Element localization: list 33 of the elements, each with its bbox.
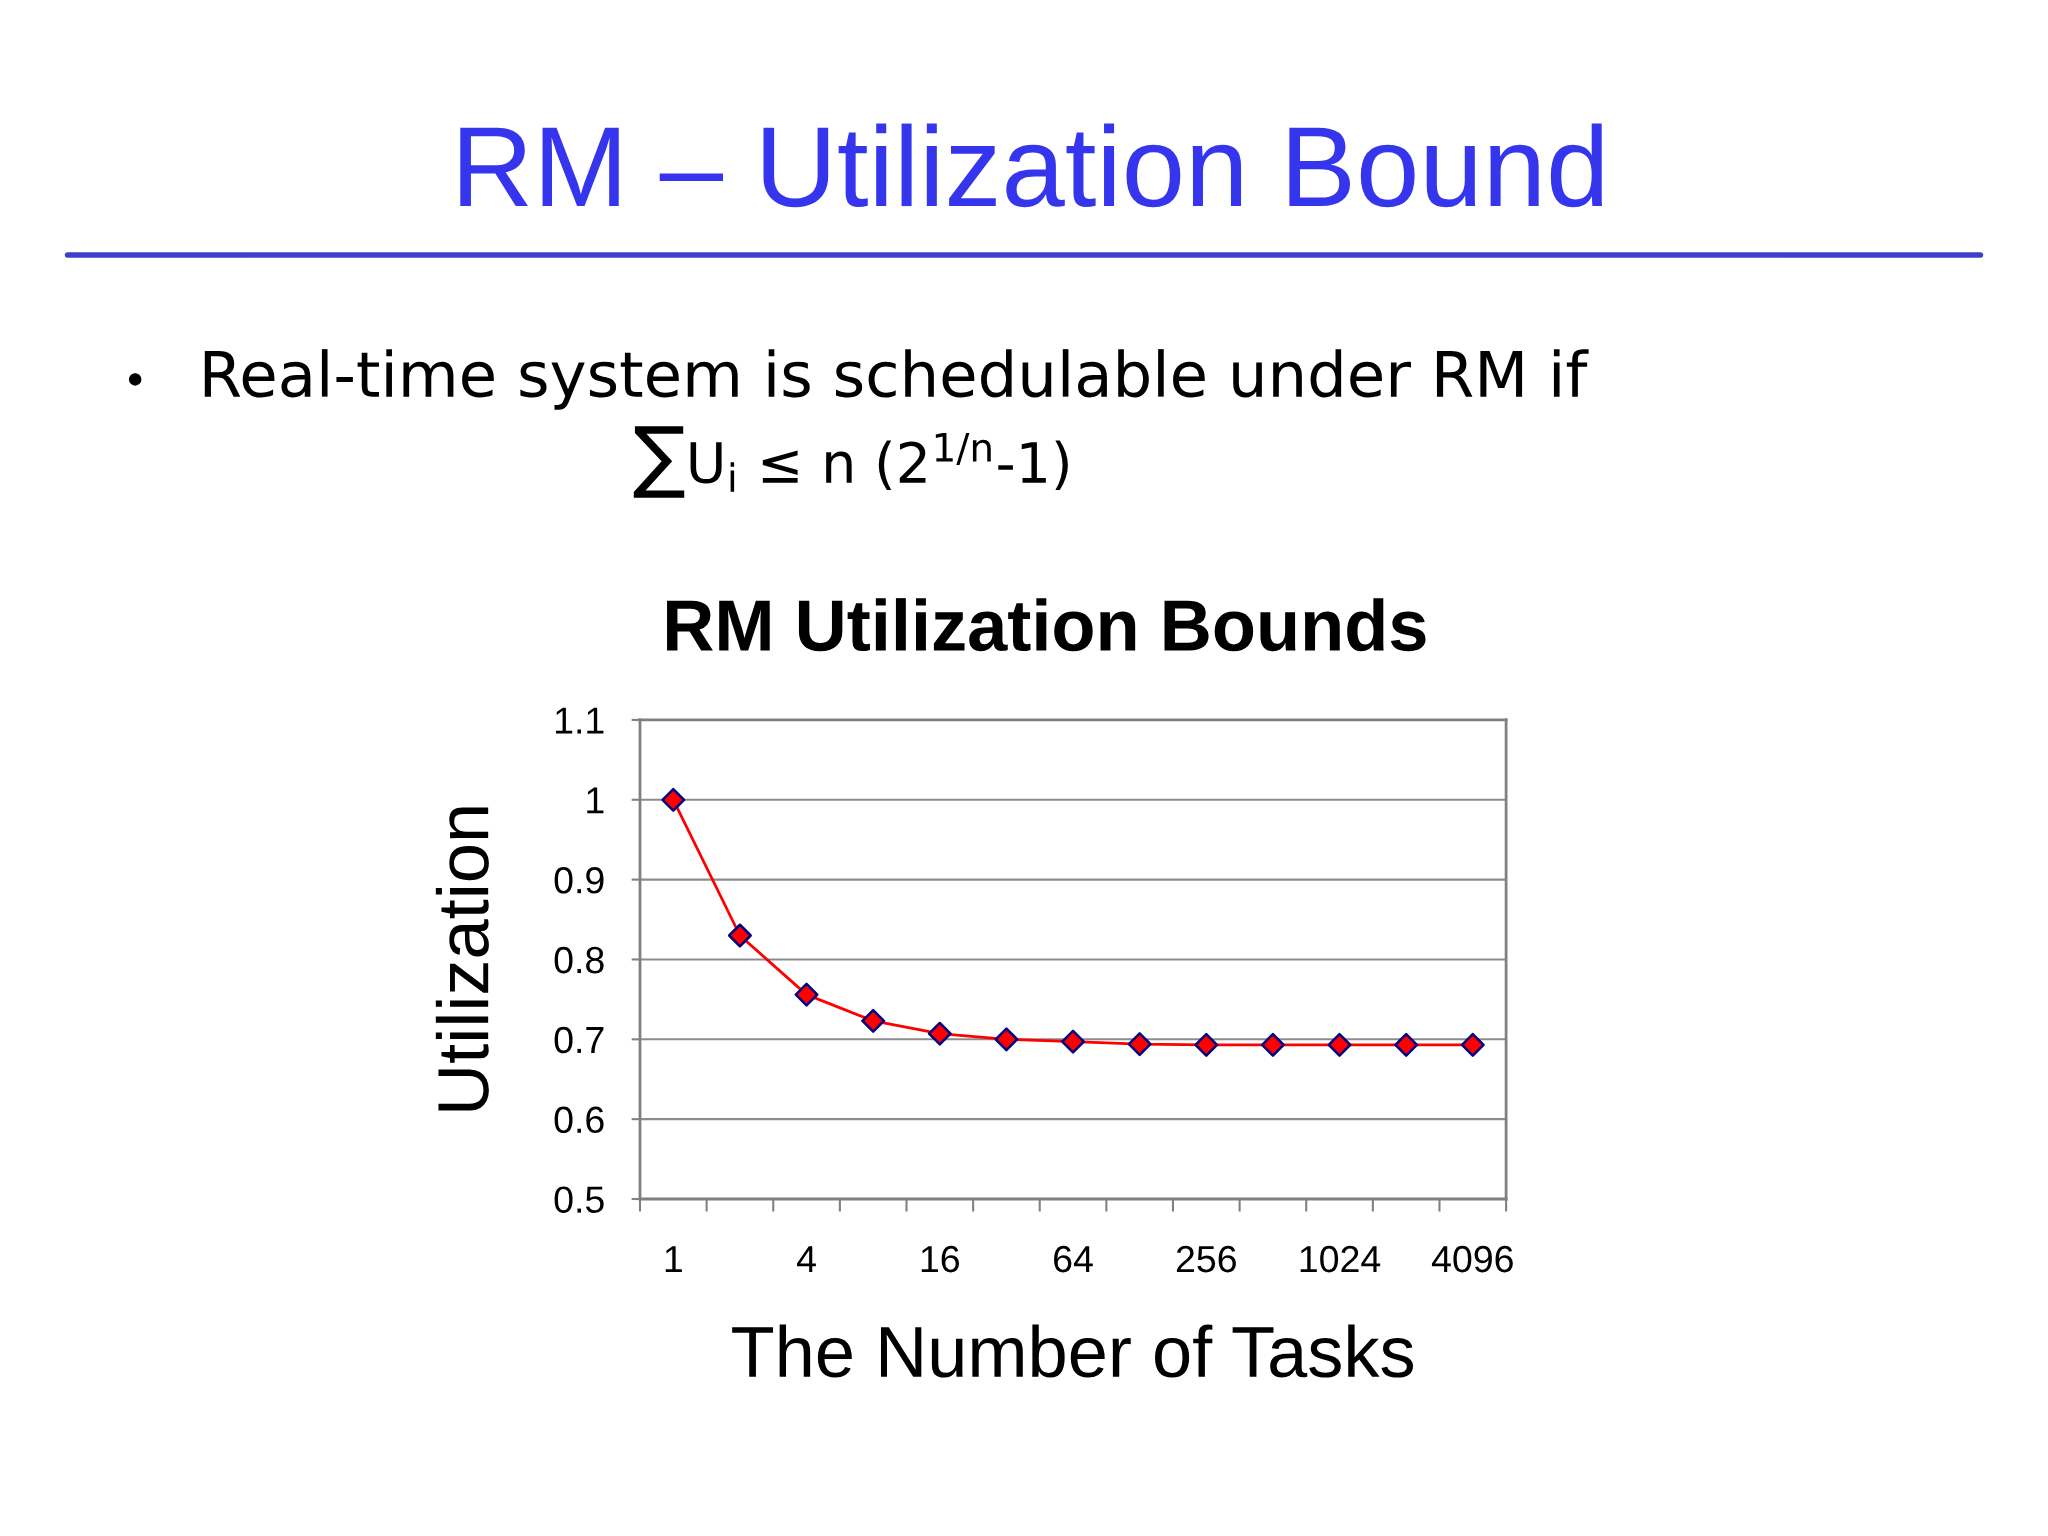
point bbox=[794, 982, 819, 1007]
y-tick-label: 0.7 bbox=[554, 1026, 604, 1054]
point bbox=[1127, 1032, 1152, 1057]
x-axis-title: The Number of Tasks bbox=[732, 1324, 1413, 1378]
point bbox=[1061, 1029, 1086, 1054]
y-tick-label: 0.5 bbox=[554, 1186, 604, 1213]
x-tick-label: 4 bbox=[796, 1246, 816, 1273]
x-tick-label: 256 bbox=[1176, 1245, 1236, 1273]
y-axis-title: Utilization bbox=[435, 807, 489, 1111]
y-tick-label: 0.8 bbox=[554, 946, 604, 974]
x-tick-label: 16 bbox=[921, 1245, 960, 1273]
point bbox=[727, 923, 752, 948]
y-tick-label: 0.6 bbox=[554, 1106, 604, 1134]
x-tick-label: 64 bbox=[1054, 1245, 1093, 1273]
y-tick-label: 1.1 bbox=[556, 707, 604, 734]
point bbox=[1460, 1032, 1485, 1057]
chart-title: RM Utilization Bounds bbox=[667, 598, 1426, 652]
x-tick-label: 1024 bbox=[1300, 1245, 1381, 1273]
point bbox=[1260, 1032, 1285, 1057]
y-tick-label: 0.9 bbox=[554, 867, 604, 894]
text: Real-time system is schedulable under RM if bbox=[204, 349, 1589, 410]
point bbox=[861, 1008, 886, 1033]
point bbox=[927, 1021, 952, 1046]
point bbox=[994, 1027, 1019, 1052]
point bbox=[1327, 1032, 1352, 1057]
point bbox=[1194, 1032, 1219, 1057]
text: RM – Utilization Bound bbox=[460, 123, 1603, 208]
x-tick-label: 4096 bbox=[1431, 1245, 1513, 1273]
y-tick-label: 1 bbox=[587, 787, 604, 814]
point bbox=[661, 787, 686, 812]
point bbox=[1394, 1032, 1419, 1057]
text: ∑U$_{i}$ ≤ n (2$^{1/n}$-1) bbox=[633, 426, 1068, 498]
x-tick-label: 1 bbox=[665, 1246, 682, 1273]
